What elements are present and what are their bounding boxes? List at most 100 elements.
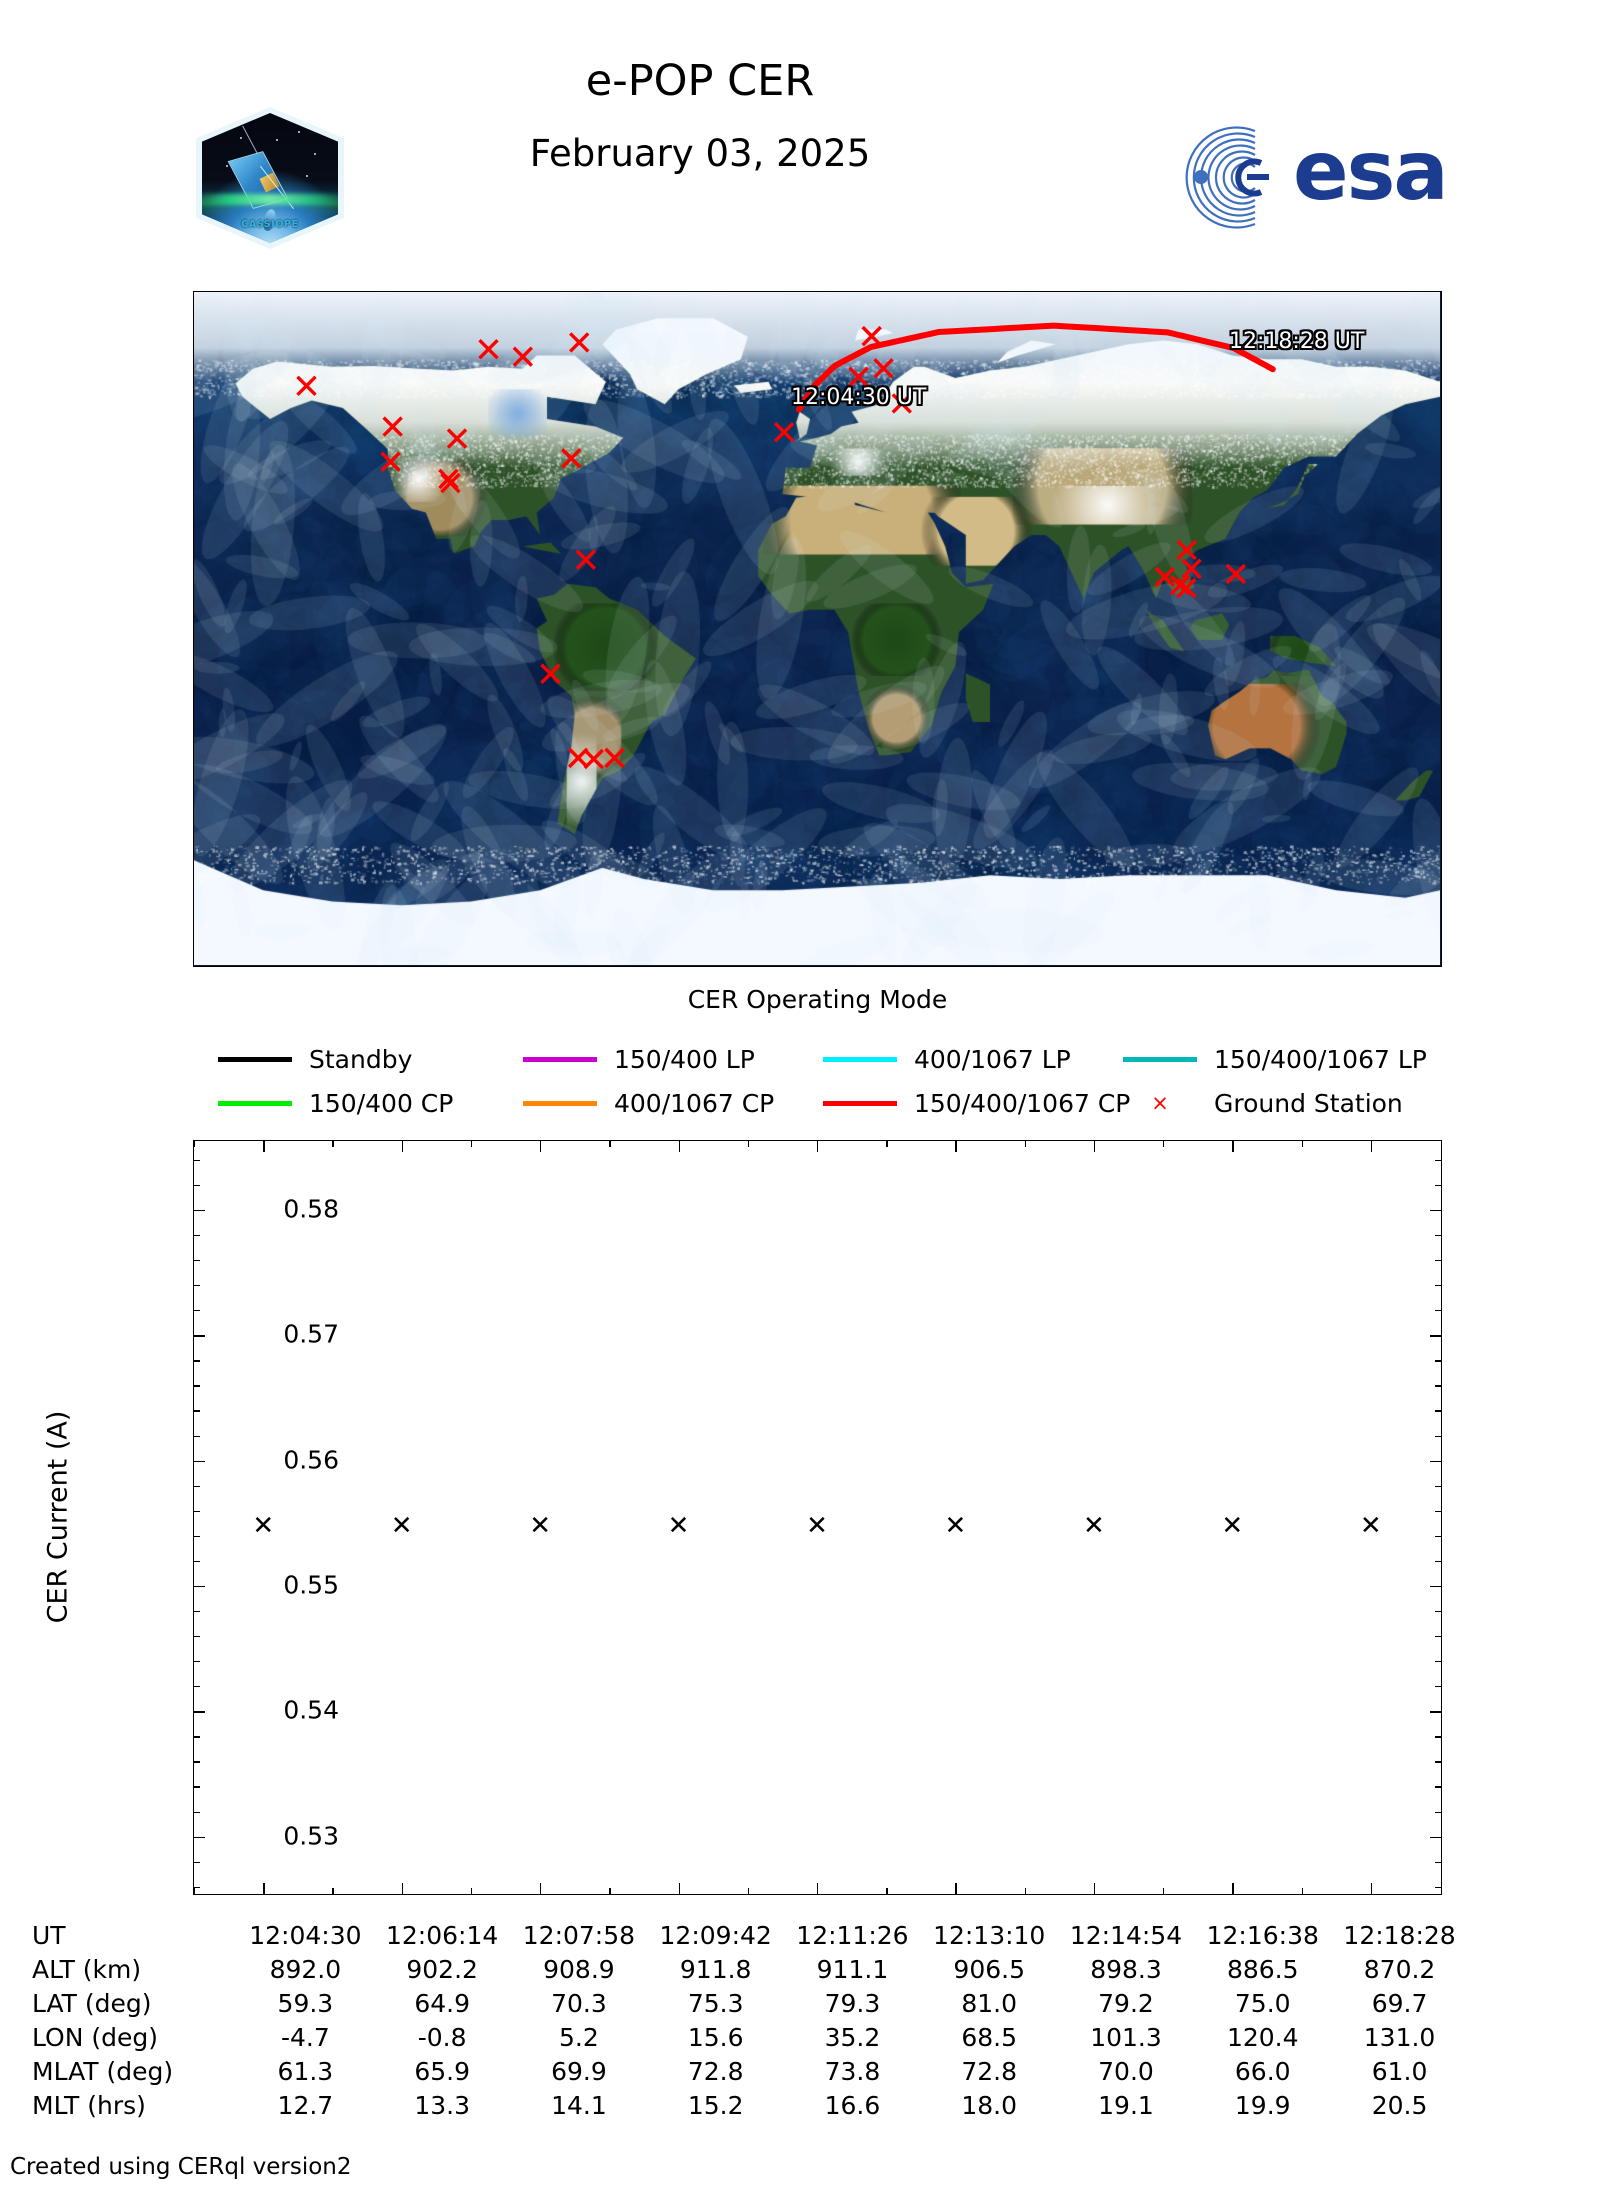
x-axis-minor-tick: [886, 1888, 888, 1894]
y-axis-minor-tick-right: [1435, 1159, 1441, 1162]
table-row-label: LAT (deg): [32, 1988, 152, 2018]
y-axis-minor-tick: [194, 1761, 200, 1763]
x-axis-tick-top: [678, 1141, 680, 1152]
esa-fingerprint-icon: [1185, 126, 1269, 229]
table-cell: 35.2: [824, 2022, 881, 2052]
legend-item-150-400-1067-lp[interactable]: 150/400/1067 LP: [1123, 1045, 1458, 1074]
ground-station-marker: [296, 375, 317, 397]
x-axis-tick: [817, 1883, 819, 1894]
y-axis-minor-tick-right: [1435, 1485, 1441, 1487]
page-header: CASSIOPE e-POP CER February 03, 2025 esa: [0, 0, 1600, 285]
y-axis-minor-tick-right: [1435, 1560, 1441, 1563]
table-cell: 12:18:28: [1343, 1920, 1456, 1950]
x-axis-minor-tick: [1301, 1888, 1303, 1894]
y-axis-minor-tick: [194, 1661, 200, 1663]
x-axis-minor-tick: [470, 1888, 473, 1894]
legend-item-standby[interactable]: Standby: [218, 1045, 523, 1074]
title-block: e-POP CER February 03, 2025: [430, 60, 970, 173]
legend-item-400-1067-cp[interactable]: 400/1067 CP: [523, 1089, 823, 1118]
table-cell: 906.5: [953, 1954, 1025, 1984]
y-axis-minor-tick: [194, 1184, 200, 1187]
table-cell: 73.8: [824, 2056, 881, 2086]
y-axis-minor-tick: [194, 1410, 200, 1412]
x-axis-tick-top: [1370, 1141, 1373, 1152]
table-cell: 14.1: [551, 2090, 607, 2120]
table-cell: 64.9: [414, 1988, 470, 2018]
data-point-marker: ✕: [252, 1510, 275, 1541]
table-cell: 12:04:30: [249, 1920, 362, 1950]
y-axis-minor-tick-right: [1435, 1410, 1441, 1412]
ground-station-marker: [848, 366, 869, 388]
y-axis-tick: [194, 1460, 205, 1462]
table-row: MLT (hrs) 12.7 13.3 14.1 15.2 16.6 18.0 19.1 19.…: [28, 2088, 1468, 2122]
y-axis-minor-tick: [194, 1385, 200, 1387]
y-axis-minor-tick: [194, 1560, 200, 1563]
data-point-marker: ✕: [1359, 1510, 1382, 1541]
y-axis-minor-tick: [194, 1510, 200, 1513]
x-axis-minor-tick-top: [1024, 1141, 1026, 1147]
table-cell: 5.2: [559, 2022, 599, 2052]
data-point-marker: ✕: [1221, 1510, 1244, 1541]
ground-station-markers: [296, 325, 1246, 770]
ground-station-marker: [861, 325, 882, 347]
table-cell: 68.5: [961, 2022, 1018, 2052]
legend-item-150-400-lp[interactable]: 150/400 LP: [523, 1045, 823, 1074]
y-axis-minor-tick: [194, 1686, 200, 1688]
legend-item-400-1067-lp[interactable]: 400/1067 LP: [823, 1045, 1123, 1074]
table-cell: 61.3: [277, 2056, 334, 2086]
aurora-band: [202, 193, 338, 205]
world-map-panel[interactable]: 12:04:30 UT 12:18:28 UT: [193, 291, 1442, 967]
y-axis-minor-tick-right: [1435, 1761, 1441, 1763]
legend-item-150-400-cp[interactable]: 150/400 CP: [218, 1089, 523, 1118]
x-axis-tick: [1093, 1883, 1096, 1894]
ground-station-marker: [604, 747, 625, 769]
table-cell: 908.9: [543, 1954, 615, 1984]
legend-line-swatch: [218, 1100, 292, 1106]
y-axis-minor-tick: [194, 1285, 200, 1287]
x-axis-tick: [1232, 1883, 1234, 1894]
x-axis-minor-tick-top: [886, 1141, 888, 1147]
table-cell: 18.0: [961, 2090, 1018, 2120]
legend-line-swatch: [823, 1100, 897, 1106]
legend-item-ground-station[interactable]: × Ground Station: [1123, 1089, 1458, 1118]
x-axis-tick-top: [955, 1141, 957, 1152]
x-axis-minor-tick-top: [332, 1141, 334, 1147]
ground-station-marker: [583, 748, 604, 770]
table-cell: 12.7: [277, 2090, 334, 2120]
y-axis-minor-tick: [194, 1811, 200, 1813]
y-axis-label: CER Current (A): [42, 1410, 74, 1624]
legend-item-label: 400/1067 CP: [614, 1088, 775, 1118]
orbit-end-time-label: 12:18:28 UT: [1229, 329, 1365, 354]
y-axis-minor-tick: [194, 1611, 200, 1613]
y-axis-minor-tick-right: [1435, 1686, 1441, 1688]
y-axis-tick-right: [1430, 1711, 1441, 1713]
ground-station-marker: [382, 416, 403, 437]
y-axis-minor-tick-right: [1435, 1611, 1441, 1613]
ground-station-marker: [1169, 574, 1191, 596]
table-cell: 72.8: [687, 2056, 744, 2086]
legend-item-label: 150/400 LP: [614, 1044, 755, 1074]
table-cell: 16.6: [824, 2090, 881, 2120]
x-axis-tick: [1370, 1883, 1373, 1894]
y-axis-tick-right: [1430, 1460, 1441, 1462]
y-axis-minor-tick-right: [1435, 1786, 1441, 1788]
legend-row: 150/400 CP 400/1067 CP 150/400/1067 CP × Gro…: [218, 1081, 1458, 1125]
map-overlay-layer: [296, 322, 1276, 770]
ground-station-marker: [1176, 539, 1197, 561]
table-cell: 59.3: [277, 1988, 334, 2018]
table-row: ALT (km) 892.0 902.2 908.9 911.8 911.1 906.5 89…: [28, 1952, 1468, 1986]
table-cell: 892.0: [269, 1954, 342, 1984]
table-row-label: ALT (km): [32, 1954, 142, 1984]
table-cell: 72.8: [961, 2056, 1018, 2086]
cer-current-plot[interactable]: ✕ ✕ ✕ ✕ ✕ ✕ ✕ ✕ ✕: [193, 1140, 1442, 1895]
y-axis-minor-tick-right: [1435, 1385, 1441, 1387]
y-axis-minor-tick: [194, 1310, 200, 1312]
y-axis-minor-tick-right: [1435, 1435, 1441, 1437]
ground-station-marker: [773, 422, 795, 443]
y-axis-minor-tick-right: [1435, 1285, 1441, 1287]
y-axis-tick-right: [1430, 1836, 1441, 1838]
y-axis-minor-tick: [194, 1636, 200, 1638]
y-axis-tick-label: 0.55: [283, 1570, 339, 1600]
legend-item-150-400-1067-cp[interactable]: 150/400/1067 CP: [823, 1089, 1130, 1118]
logo-hex-inner: CASSIOPE: [202, 113, 338, 243]
